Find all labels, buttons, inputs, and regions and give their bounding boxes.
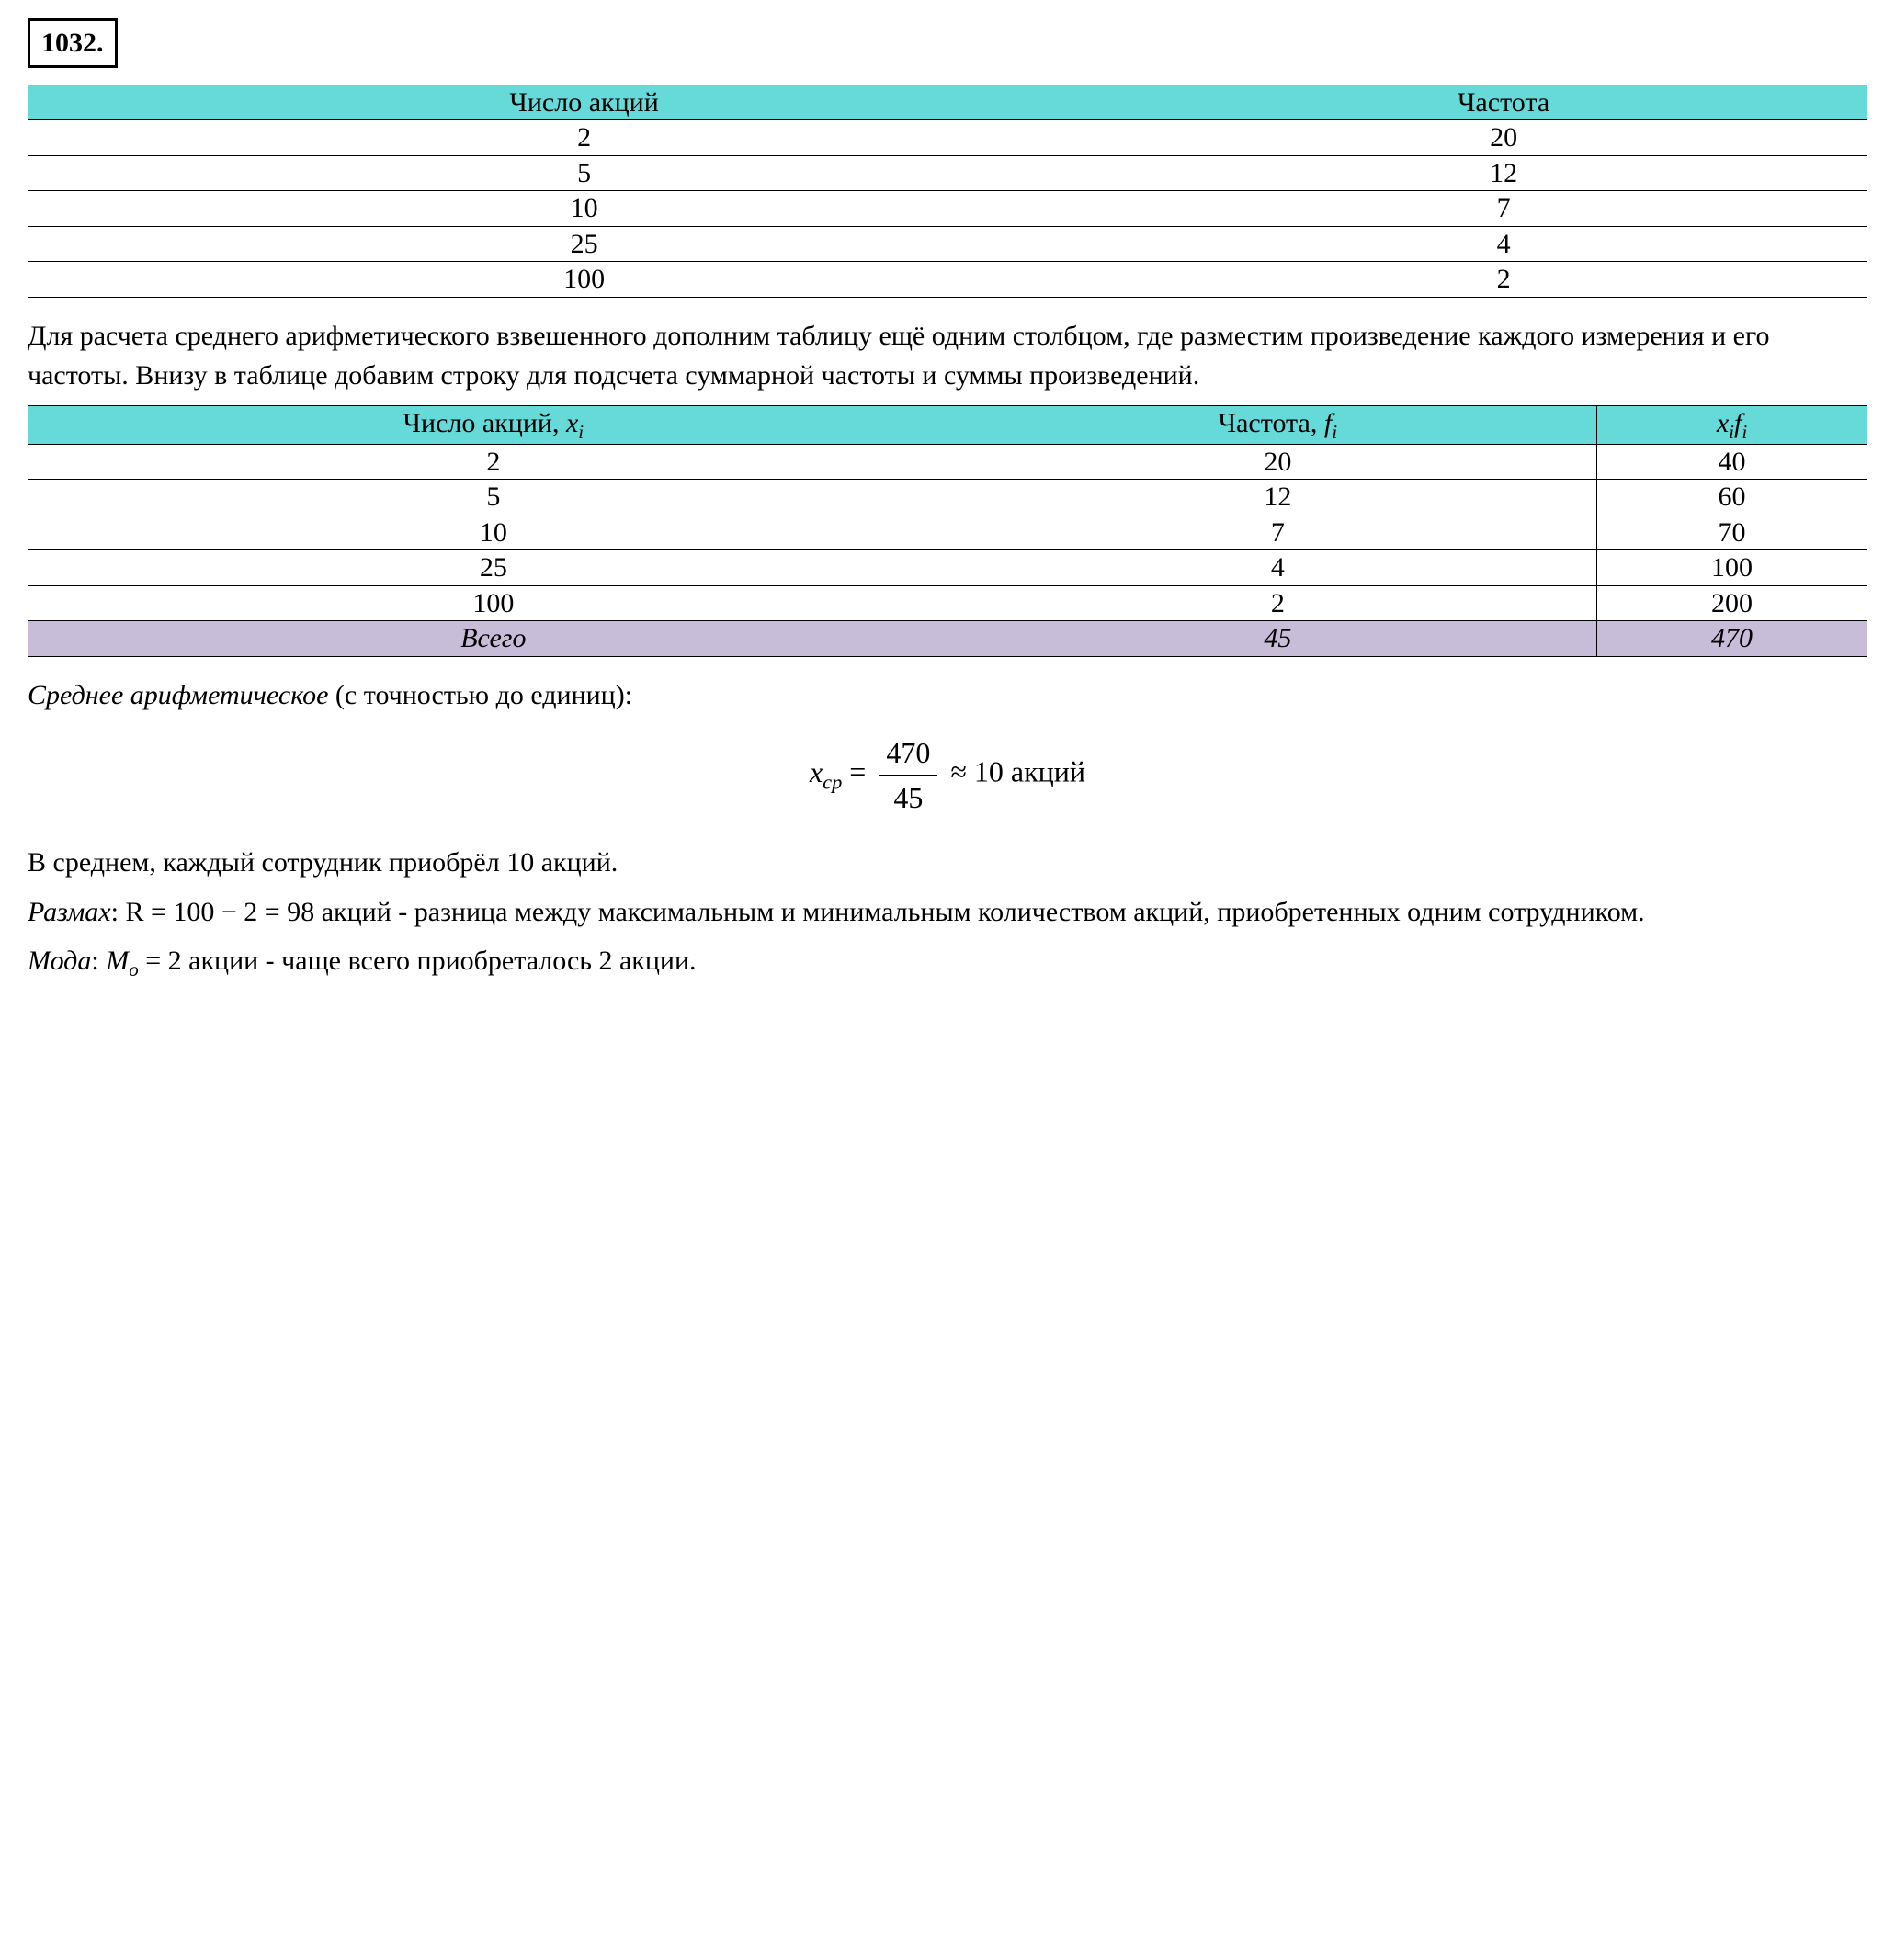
cell: 7 [959,515,1596,550]
cell: 100 [1597,550,1867,586]
range-paragraph: Размах: R = 100 − 2 = 98 акций - разница… [28,892,1867,933]
col-header-xf: xifi [1597,405,1867,444]
cell: 25 [28,550,959,586]
table-row: Число акций, xi Частота, fi xifi [28,405,1867,444]
cell: Всего [28,621,959,657]
col-header-x: Число акций, xi [28,405,959,444]
table-row: 1002 [28,262,1867,298]
cell: 4 [959,550,1596,586]
table-row: 254100 [28,550,1867,586]
col-header-frequency: Частота [1140,85,1867,120]
cell: 70 [1597,515,1867,550]
table-shares-frequency: Число акций Частота 220 512 107 254 1002 [28,85,1867,298]
mean-formula: xср = 47045 ≈ 10 акций [28,731,1867,819]
cell: 4 [1140,226,1867,262]
cell: 100 [28,585,959,621]
range-label: Размах [28,897,111,927]
cell: 7 [1140,191,1867,227]
cell: 2 [959,585,1596,621]
cell: 45 [959,621,1596,657]
cell: 20 [959,444,1596,480]
range-text: : R = 100 − 2 = 98 акций - разница между… [111,897,1645,927]
cell: 10 [28,191,1140,227]
col-header-f: Частота, fi [959,405,1596,444]
problem-number: 1032. [28,18,118,68]
mean-suffix: (с точностью до единиц): [328,680,632,710]
col-header-shares: Число акций [28,85,1140,120]
cell: 200 [1597,585,1867,621]
mode-paragraph: Мода: Mo = 2 акции - чаще всего приобрет… [28,941,1867,983]
mode-label: Мода [28,946,91,976]
cell: 2 [1140,262,1867,298]
table-row: Число акций Частота [28,85,1867,120]
cell: 10 [28,515,959,550]
table-row: 10770 [28,515,1867,550]
cell: 100 [28,262,1140,298]
table-row: 220 [28,120,1867,156]
cell: 25 [28,226,1140,262]
table-row: 512 [28,155,1867,191]
mean-heading: Среднее арифметическое (с точностью до е… [28,675,1867,716]
cell: 20 [1140,120,1867,156]
cell: 2 [28,120,1140,156]
mean-conclusion: В среднем, каждый сотрудник приобрёл 10 … [28,843,1867,883]
table-row: 107 [28,191,1867,227]
cell: 12 [1140,155,1867,191]
table-row: 254 [28,226,1867,262]
mean-label: Среднее арифметическое [28,680,328,710]
mode-text: = 2 акции - чаще всего приобреталось 2 а… [139,946,697,976]
table-total-row: Всего45470 [28,621,1867,657]
cell: 60 [1597,480,1867,515]
explanation-paragraph: Для расчета среднего арифметического взв… [28,316,1867,396]
cell: 2 [28,444,959,480]
cell: 470 [1597,621,1867,657]
table-weighted-calc: Число акций, xi Частота, fi xifi 22040 5… [28,405,1867,657]
table-row: 22040 [28,444,1867,480]
cell: 5 [28,480,959,515]
table-row: 1002200 [28,585,1867,621]
table-row: 51260 [28,480,1867,515]
cell: 5 [28,155,1140,191]
cell: 12 [959,480,1596,515]
cell: 40 [1597,444,1867,480]
